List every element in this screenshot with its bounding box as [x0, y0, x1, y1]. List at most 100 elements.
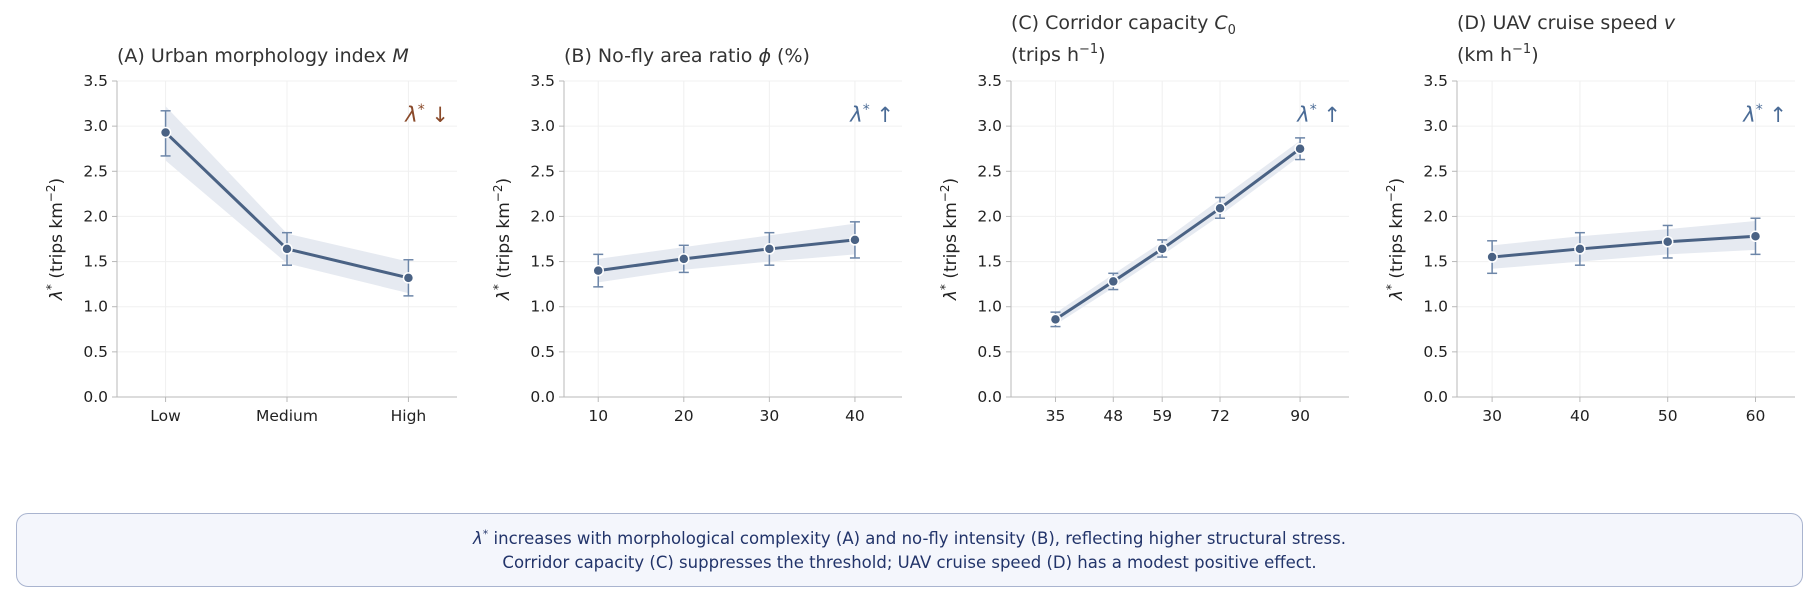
panel-title-symbol: C — [1214, 12, 1228, 34]
summary-note: λ* increases with morphological complexi… — [16, 513, 1803, 587]
panel-title-symbol: M — [392, 45, 408, 67]
x-tick-label: 30 — [1482, 407, 1502, 425]
panel-title-exponent: −1 — [1512, 42, 1531, 57]
panel-d: 0.00.51.01.52.02.53.03.530 40 50 60λ* (trip… — [1384, 12, 1795, 425]
y-tick-label: 3.5 — [83, 72, 108, 90]
y-label-exponent: −2 — [44, 185, 58, 203]
y-tick-label: 0.5 — [977, 343, 1002, 361]
panel-title-exponent: −1 — [1079, 42, 1098, 57]
panel-b: 0.00.51.01.52.02.53.03.510 20 30 40λ* (trip… — [491, 45, 902, 425]
y-axis-label: λ* (trips km−2) — [938, 178, 961, 301]
y-label-unit: (trips km — [47, 202, 67, 284]
y-label-exponent: −2 — [1384, 185, 1398, 203]
x-tick-label: High — [391, 407, 427, 425]
annotation-arrow: ↓ — [425, 103, 449, 127]
y-tick-label: 1.0 — [530, 298, 555, 316]
x-tick-label: 59 — [1152, 407, 1172, 425]
annotation-lambda: λ — [1296, 103, 1309, 127]
y-tick-label: 1.0 — [83, 298, 108, 316]
panel-title: (C) Corridor capacity C0 — [1011, 12, 1236, 38]
panel-title: (A) Urban morphology index M — [117, 45, 409, 67]
x-tick-label: 35 — [1046, 407, 1066, 425]
data-point — [281, 243, 293, 255]
y-label-unit: (trips km — [941, 202, 961, 284]
panel-title-unit-close: ) — [1531, 44, 1538, 66]
x-tick-label: 40 — [1570, 407, 1590, 425]
y-tick-label: 3.5 — [530, 72, 555, 90]
y-tick-label: 0.5 — [530, 343, 555, 361]
y-tick-label: 0.5 — [83, 343, 108, 361]
panel-title: (D) UAV cruise speed v — [1457, 12, 1676, 34]
annotation-star: * — [863, 102, 870, 118]
data-point — [1214, 202, 1226, 215]
y-tick-label: 3.0 — [1423, 117, 1448, 135]
panel-title-symbol: v — [1664, 12, 1676, 34]
y-tick-label: 3.0 — [530, 117, 555, 135]
y-label-lambda: λ — [47, 290, 67, 301]
panel-title-text: (D) UAV cruise speed — [1457, 12, 1664, 34]
y-label-exponent: −2 — [938, 185, 952, 203]
data-point — [849, 234, 861, 246]
y-tick-label: 2.0 — [530, 207, 555, 225]
data-point — [592, 264, 604, 277]
y-label-star: * — [938, 284, 952, 290]
note-lambda-symbol: λ — [473, 529, 483, 548]
data-point — [159, 126, 172, 139]
data-point — [1107, 275, 1120, 288]
y-tick-label: 1.5 — [1423, 253, 1448, 271]
y-tick-label: 2.5 — [1423, 162, 1448, 180]
annotation-star: * — [1756, 102, 1763, 118]
panel-title-text: (C) Corridor capacity — [1011, 12, 1214, 34]
x-tick-label: 50 — [1658, 407, 1678, 425]
data-point — [1574, 243, 1586, 255]
y-tick-label: 3.5 — [977, 72, 1002, 90]
panel-c: 0.00.51.01.52.02.53.03.535 48 59 72 90λ* (tr… — [938, 12, 1349, 425]
y-label-close: ) — [47, 178, 67, 185]
panel-title-symbol: ϕ — [758, 45, 771, 67]
y-tick-label: 2.0 — [977, 207, 1002, 225]
data-point — [763, 243, 776, 255]
panel-title-subscript: 0 — [1228, 23, 1236, 38]
y-tick-label: 2.0 — [83, 207, 108, 225]
y-tick-label: 1.0 — [977, 298, 1002, 316]
data-point — [1294, 142, 1306, 155]
x-tick-label: 90 — [1290, 407, 1310, 425]
x-tick-label: 40 — [845, 407, 865, 425]
y-tick-label: 3.0 — [83, 117, 108, 135]
y-label-close: ) — [941, 178, 961, 185]
y-tick-label: 0.5 — [1423, 343, 1448, 361]
y-tick-label: 0.0 — [1423, 388, 1448, 406]
y-tick-label: 0.0 — [530, 388, 555, 406]
data-point — [1661, 235, 1674, 248]
trend-annotation: λ* ↑ — [1742, 102, 1787, 127]
y-tick-label: 3.5 — [1423, 72, 1448, 90]
y-tick-label: 1.5 — [83, 253, 108, 271]
panel-title-unit: (km h — [1457, 44, 1512, 66]
data-point — [1156, 243, 1168, 255]
panel-a: 0.0 0.5 1.0 1.5 2.0 2.5 3.0 3.5 Low Medium High λ* … — [44, 45, 457, 425]
y-label-exponent: −2 — [491, 185, 505, 203]
panel-title-suffix: (%) — [771, 45, 810, 67]
y-label-lambda: λ — [941, 290, 961, 301]
annotation-lambda: λ — [849, 103, 862, 127]
x-tick-label: Medium — [256, 407, 318, 425]
x-tick-label: 72 — [1210, 407, 1230, 425]
note-line-1-text: increases with morphological complexity … — [488, 529, 1346, 548]
data-point — [678, 253, 690, 265]
y-tick-label: 1.0 — [1423, 298, 1448, 316]
x-tick-label: Low — [150, 407, 181, 425]
y-axis-label: λ* (trips km−2) — [491, 178, 514, 301]
panel-title-unit: (trips h — [1011, 44, 1079, 66]
data-point — [1749, 230, 1762, 243]
y-label-unit: (trips km — [1387, 202, 1407, 284]
y-label-close: ) — [494, 178, 514, 185]
annotation-arrow: ↑ — [1317, 103, 1341, 127]
x-tick-label: 30 — [759, 407, 779, 425]
panel-title-line-2: (trips h−1) — [1011, 42, 1106, 66]
panel-title: (B) No-fly area ratio ϕ (%) — [564, 45, 810, 67]
confidence-band — [1055, 140, 1301, 325]
y-tick-label: 0.0 — [977, 388, 1002, 406]
x-tick-label: 10 — [588, 407, 608, 425]
y-label-unit: (trips km — [494, 202, 514, 284]
